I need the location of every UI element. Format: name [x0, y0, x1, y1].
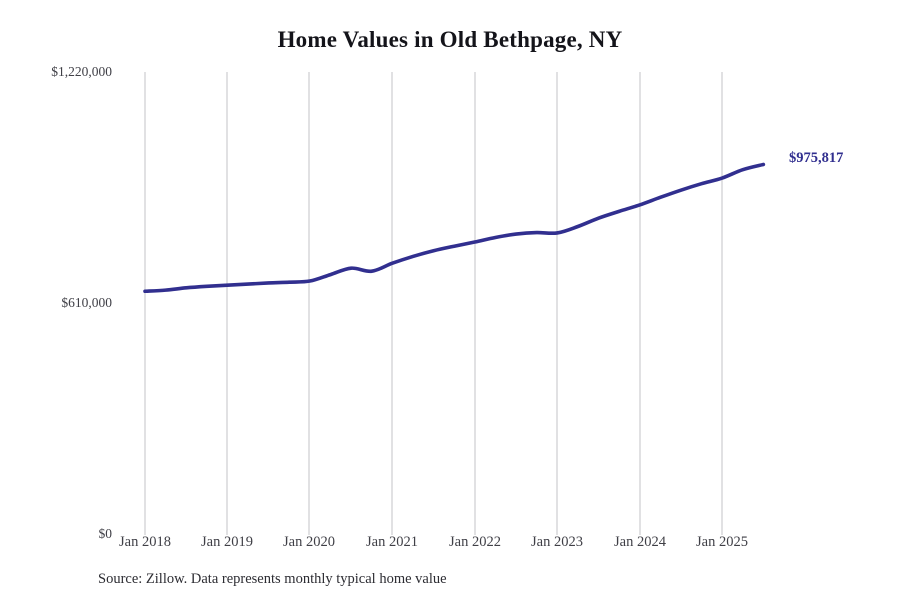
x-tick-label-jan-2022: Jan 2022	[449, 534, 501, 550]
x-tick-label-jan-2023: Jan 2023	[531, 534, 583, 550]
x-tick-label-jan-2024: Jan 2024	[614, 534, 666, 550]
y-tick-label-top: $1,220,000	[51, 64, 112, 79]
home-value-line-series	[143, 162, 766, 294]
x-tick-label-jan-2020: Jan 2020	[283, 534, 335, 550]
x-tick-label-jan-2019: Jan 2019	[201, 534, 253, 550]
x-tick-label-jan-2025: Jan 2025	[696, 534, 748, 550]
y-tick-label-bottom: $0	[98, 526, 113, 541]
source-footnote: Source: Zillow. Data represents monthly …	[98, 571, 447, 587]
y-axis: $1,220,000 $610,000 $0	[0, 0, 112, 600]
x-tick-label-jan-2021: Jan 2021	[366, 534, 418, 550]
end-value-annotation: $975,817	[789, 150, 844, 166]
y-tick-label-middle: $610,000	[61, 295, 112, 310]
gridlines	[144, 72, 723, 535]
x-tick-label-jan-2018: Jan 2018	[119, 534, 171, 550]
chart-title: Home Values in Old Bethpage, NY	[277, 27, 623, 52]
